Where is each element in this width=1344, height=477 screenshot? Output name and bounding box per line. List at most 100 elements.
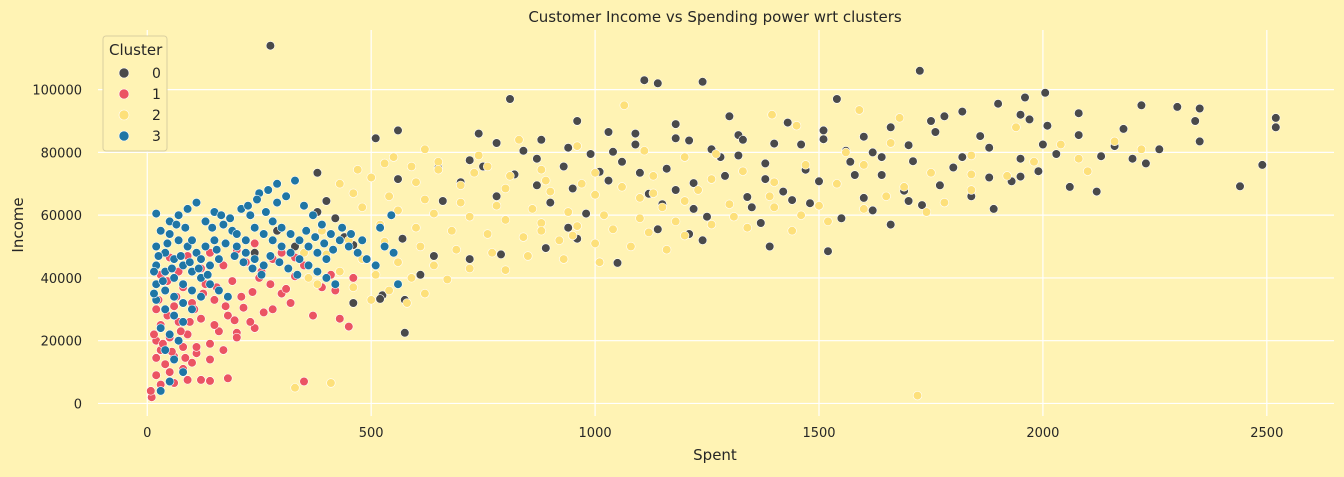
cluster-0-point xyxy=(671,133,681,143)
cluster-0-point xyxy=(1141,158,1151,168)
cluster-3-point xyxy=(281,191,291,201)
cluster-3-point xyxy=(337,223,347,233)
cluster-1-point xyxy=(286,298,296,308)
cluster-0-point xyxy=(518,146,529,156)
cluster-0-point xyxy=(1038,139,1048,150)
cluster-2-point xyxy=(787,226,797,236)
cluster-2-point xyxy=(767,110,777,120)
cluster-1-point xyxy=(236,292,246,302)
legend-label-0: 0 xyxy=(152,66,161,82)
cluster-2-point xyxy=(536,226,546,236)
cluster-0-point xyxy=(563,143,573,153)
cluster-2-point xyxy=(536,218,546,228)
cluster-0-point xyxy=(1020,92,1030,103)
cluster-3-point xyxy=(207,223,217,233)
cluster-3-point xyxy=(187,304,197,314)
cluster-2-point xyxy=(380,158,390,168)
cluster-0-point xyxy=(321,196,332,206)
cluster-0-point xyxy=(415,270,426,280)
cluster-2-point xyxy=(639,146,649,156)
cluster-2-point xyxy=(456,198,466,208)
cluster-0-point xyxy=(845,157,855,167)
cluster-3-point xyxy=(290,176,300,186)
cluster-3-point xyxy=(209,235,219,245)
cluster-0-point xyxy=(1065,182,1075,192)
cluster-3-point xyxy=(214,285,224,296)
cluster-3-point xyxy=(178,317,188,327)
cluster-2-point xyxy=(680,231,690,241)
cluster-0-point xyxy=(760,158,770,168)
cluster-2-point xyxy=(353,165,363,175)
cluster-0-point xyxy=(290,241,300,252)
cluster-0-point xyxy=(984,172,994,183)
x-tick-label: 1000 xyxy=(579,426,612,441)
cluster-3-point xyxy=(185,257,195,267)
legend-marker-3 xyxy=(118,130,130,142)
cluster-2-point xyxy=(312,279,323,289)
cluster-1-point xyxy=(149,329,159,340)
cluster-0-point xyxy=(859,132,869,142)
legend-label-1: 1 xyxy=(152,87,161,103)
cluster-2-point xyxy=(680,196,690,206)
cluster-0-point xyxy=(1096,151,1106,161)
cluster-3-point xyxy=(371,260,381,271)
y-tick-label: 100000 xyxy=(32,84,82,99)
legend-items: 0 1 2 3 xyxy=(118,66,161,145)
cluster-0-point xyxy=(393,125,403,135)
cluster-2-point xyxy=(469,168,479,178)
x-tick-label: 0 xyxy=(143,426,151,441)
cluster-0-point xyxy=(783,117,793,128)
cluster-0-point xyxy=(603,176,614,186)
cluster-3-point xyxy=(183,241,193,252)
cluster-2-point xyxy=(406,161,417,172)
cluster-3-point xyxy=(250,254,260,264)
cluster-3-point xyxy=(149,289,159,299)
cluster-3-point xyxy=(200,216,211,226)
cluster-3-point xyxy=(214,254,224,264)
cluster-0-point xyxy=(903,196,914,206)
cluster-3-point xyxy=(283,263,293,274)
cluster-2-point xyxy=(483,161,493,172)
cluster-1-point xyxy=(160,359,170,369)
cluster-2-point xyxy=(796,210,806,220)
legend-title: Cluster xyxy=(109,41,163,59)
cluster-1-point xyxy=(265,279,276,289)
cluster-2-point xyxy=(433,165,443,175)
cluster-3-point xyxy=(286,229,296,239)
cluster-3-point xyxy=(259,229,269,239)
cluster-3-point xyxy=(174,336,184,346)
cluster-2-point xyxy=(420,289,430,299)
cluster-2-point xyxy=(859,160,869,170)
cluster-3-point xyxy=(319,238,329,248)
cluster-3-point xyxy=(312,248,323,258)
cluster-2-point xyxy=(429,209,439,219)
cluster-3-point xyxy=(357,235,367,245)
cluster-0-point xyxy=(877,152,887,162)
cluster-1-point xyxy=(223,311,233,321)
legend-label-3: 3 xyxy=(152,129,161,145)
cluster-2-point xyxy=(402,298,412,308)
cluster-1-point xyxy=(178,342,188,352)
cluster-3-point xyxy=(263,185,273,195)
cluster-3-point xyxy=(328,245,338,255)
cluster-0-point xyxy=(917,200,927,210)
cluster-2-point xyxy=(415,241,426,252)
cluster-3-point xyxy=(191,198,202,208)
cluster-3-point xyxy=(167,263,177,274)
cluster-0-point xyxy=(1042,121,1052,131)
y-tick-label: 40000 xyxy=(41,272,82,287)
cluster-2-point xyxy=(303,273,314,283)
cluster-3-point xyxy=(272,179,282,189)
cluster-0-point xyxy=(1195,103,1205,114)
cluster-2-point xyxy=(420,144,430,154)
cluster-3-point xyxy=(250,223,260,233)
cluster-2-point xyxy=(706,174,717,184)
cluster-2-point xyxy=(348,188,358,198)
legend-marker-2 xyxy=(118,109,130,121)
cluster-0-point xyxy=(742,192,752,202)
cluster-0-point xyxy=(926,116,936,126)
cluster-2-point xyxy=(518,232,529,242)
cluster-0-point xyxy=(1015,154,1026,164)
cluster-3-point xyxy=(194,263,204,274)
cluster-2-point xyxy=(357,202,367,212)
